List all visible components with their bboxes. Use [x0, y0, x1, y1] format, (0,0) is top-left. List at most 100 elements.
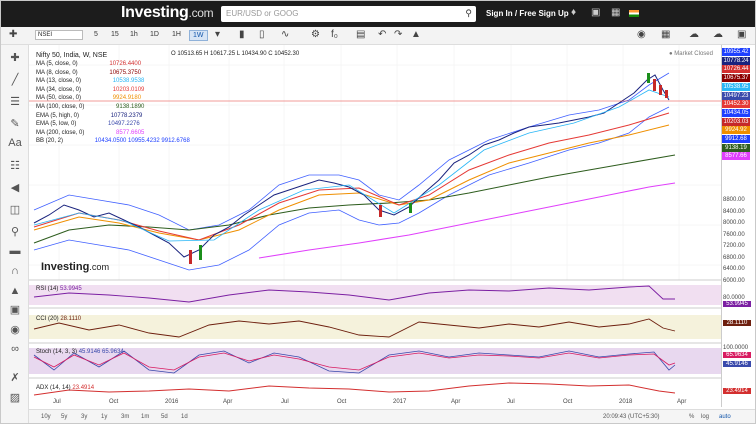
stoch-k-line — [33, 350, 676, 374]
adx-label[interactable]: ADX (14, 14) 23.4914 — [36, 385, 94, 391]
chart-toolbar: ✚ NSEI 5 15 1h 1D 1H 1W ▾ ▮ ▯ ∿ ⚙ f₀ ▤ ↶… — [1, 27, 755, 45]
timeframe-1w[interactable]: 1W — [189, 30, 208, 41]
undo-icon[interactable]: ↶ — [378, 29, 387, 40]
top-navigation-bar: Investing.com EUR/USD or GOOG ⚲ Sign In /… — [1, 1, 755, 27]
india-flag-icon[interactable] — [629, 10, 639, 17]
range-button-3m[interactable]: 3m — [121, 414, 130, 420]
logo-suffix: .com — [188, 6, 214, 20]
indicator-name: MA (50, close, 0) — [36, 95, 83, 102]
indicator-legend-item[interactable]: MA (100, close, 0) 9138.1890 — [36, 104, 144, 110]
indicator-name: MA (34, close, 0) — [36, 86, 83, 93]
adx-label-text: ADX (14, 14) — [36, 385, 71, 391]
indicator-legend-item[interactable]: MA (34, close, 0) 10203.0109 — [36, 87, 144, 93]
range-button-3y[interactable]: 3y — [81, 414, 88, 420]
line-chart-icon[interactable]: ∿ — [281, 29, 290, 40]
indicator-name: EMA (5, low, 0) — [36, 121, 79, 128]
y-tick-label: 6400.00 — [723, 266, 745, 272]
candle — [665, 90, 668, 98]
portfolio-icon[interactable]: ▣ — [591, 7, 601, 18]
indicator-legend-item[interactable]: MA (13, close, 0) 10538.9538 — [36, 78, 144, 84]
candle — [199, 245, 202, 260]
bar-chart-icon[interactable]: ▮ — [239, 29, 245, 40]
chart-canvas[interactable] — [29, 45, 721, 407]
cci-label[interactable]: CCI (20) 28.1110 — [36, 316, 81, 322]
lock-drawing-icon[interactable]: ▲ — [9, 285, 21, 297]
ruler-icon[interactable]: ▬ — [9, 245, 21, 257]
rsi-label[interactable]: RSI (14) 53.9945 — [36, 286, 82, 292]
lock-icon[interactable]: ▣ — [9, 304, 21, 316]
dropdown-chevron-icon[interactable]: ▾ — [215, 29, 221, 40]
investing-logo[interactable]: Investing.com — [121, 4, 214, 22]
timeframe-5[interactable]: 5 — [94, 31, 98, 38]
indicator-name: MA (100, close, 0) — [36, 104, 87, 110]
measure-icon[interactable]: ◫ — [9, 204, 21, 216]
percent-toggle[interactable]: % — [689, 414, 695, 420]
cci-line — [33, 318, 676, 338]
search-input[interactable]: EUR/USD or GOOG ⚲ — [221, 6, 476, 22]
timeframe-1d[interactable]: 1D — [150, 31, 159, 38]
x-tick-label: 2017 — [393, 399, 407, 405]
search-placeholder: EUR/USD or GOOG — [226, 9, 299, 18]
cross-tool-icon[interactable]: ✗ — [10, 372, 20, 384]
ma13-line — [33, 89, 670, 242]
indicator-legend-item[interactable]: MA (200, close, 0) 8577.6605 — [36, 130, 144, 136]
brush-icon[interactable]: ✎ — [10, 118, 20, 130]
compare-icon[interactable]: ▤ — [356, 29, 366, 40]
indicator-legend-item[interactable]: MA (8, close, 0) 10675.3750 — [36, 70, 141, 76]
range-button-1d[interactable]: 1d — [181, 414, 188, 420]
search-icon[interactable]: ⚲ — [465, 8, 472, 18]
range-button-1y[interactable]: 1y — [101, 414, 108, 420]
text-tool-icon[interactable]: Aa — [8, 137, 22, 149]
range-button-5d[interactable]: 5d — [161, 414, 168, 420]
indicator-legend-item[interactable]: BB (20, 2) 10434.0500 10955.4232 9912.67… — [36, 138, 190, 144]
link-icon[interactable]: ∞ — [11, 343, 19, 355]
timeframe-1h-alt[interactable]: 1H — [172, 31, 181, 38]
stoch-k-tag: 45.9146 — [723, 361, 751, 367]
calendar-icon[interactable]: ▦ — [611, 7, 621, 18]
symbol-input[interactable]: NSEI — [35, 30, 83, 40]
x-tick-label: Oct — [563, 399, 573, 405]
signin-link[interactable]: Sign In / Free Sign Up — [486, 9, 569, 18]
range-button-1m[interactable]: 1m — [141, 414, 150, 420]
timeframe-15[interactable]: 15 — [111, 31, 119, 38]
range-button-5y[interactable]: 5y — [61, 414, 68, 420]
magnet-icon[interactable]: ∩ — [11, 265, 19, 277]
fullscreen-icon[interactable]: ▣ — [737, 29, 747, 40]
indicator-legend-item[interactable]: EMA (5, low, 0) 10497.2276 — [36, 121, 140, 127]
indicator-legend-item[interactable]: MA (5, close, 0) 10726.4400 — [36, 61, 141, 67]
price-tag: 10778.24 — [722, 56, 750, 65]
horizontal-line-icon[interactable]: ☰ — [10, 96, 20, 108]
log-toggle[interactable]: log — [701, 414, 710, 420]
settings-gear-icon[interactable]: ⚙ — [311, 29, 320, 40]
range-button-10y[interactable]: 10y — [41, 414, 51, 420]
alert-icon[interactable]: ▲ — [411, 29, 421, 40]
y-tick-label: 8800.00 — [723, 197, 745, 203]
candle-chart-icon[interactable]: ▯ — [259, 29, 265, 40]
indicator-name: MA (200, close, 0) — [36, 129, 87, 136]
redo-icon[interactable]: ↷ — [394, 29, 403, 40]
ma50-line — [33, 124, 670, 241]
zoom-icon[interactable]: ⚲ — [10, 226, 20, 238]
cloud-icon[interactable]: ☁ — [689, 29, 699, 40]
auto-toggle[interactable]: auto — [719, 414, 731, 420]
indicator-legend-item[interactable]: MA (50, close, 0) 9924.9180 — [36, 95, 141, 101]
stoch-label[interactable]: Stoch (14, 3, 3) 45.9146 65.9634 — [36, 349, 124, 355]
pattern-icon[interactable]: ☷ — [10, 160, 20, 172]
layout-icon[interactable]: ▦ — [661, 29, 671, 40]
cci-value: 28.1110 — [60, 316, 82, 322]
x-tick-label: Apr — [677, 399, 687, 405]
indicator-legend-item[interactable]: EMA (5, high, 0) 10778.2379 — [36, 113, 142, 119]
bell-icon[interactable]: ♦ — [571, 7, 577, 18]
crosshair-tool-icon[interactable]: ✚ — [10, 52, 20, 64]
adx-value: 23.4914 — [72, 385, 95, 391]
arrow-left-icon[interactable]: ◀ — [10, 182, 20, 194]
crosshair-icon[interactable]: ✚ — [9, 29, 18, 40]
trash-icon[interactable]: ▨ — [9, 392, 21, 404]
cloud-download-icon[interactable]: ☁ — [713, 29, 723, 40]
bollinger-lower-line — [33, 106, 670, 271]
visibility-icon[interactable]: ◉ — [10, 324, 20, 336]
indicators-icon[interactable]: f₀ — [331, 29, 338, 40]
trend-line-icon[interactable]: ╱ — [11, 74, 19, 86]
camera-icon[interactable]: ◉ — [637, 29, 646, 40]
timeframe-1h[interactable]: 1h — [130, 31, 138, 38]
